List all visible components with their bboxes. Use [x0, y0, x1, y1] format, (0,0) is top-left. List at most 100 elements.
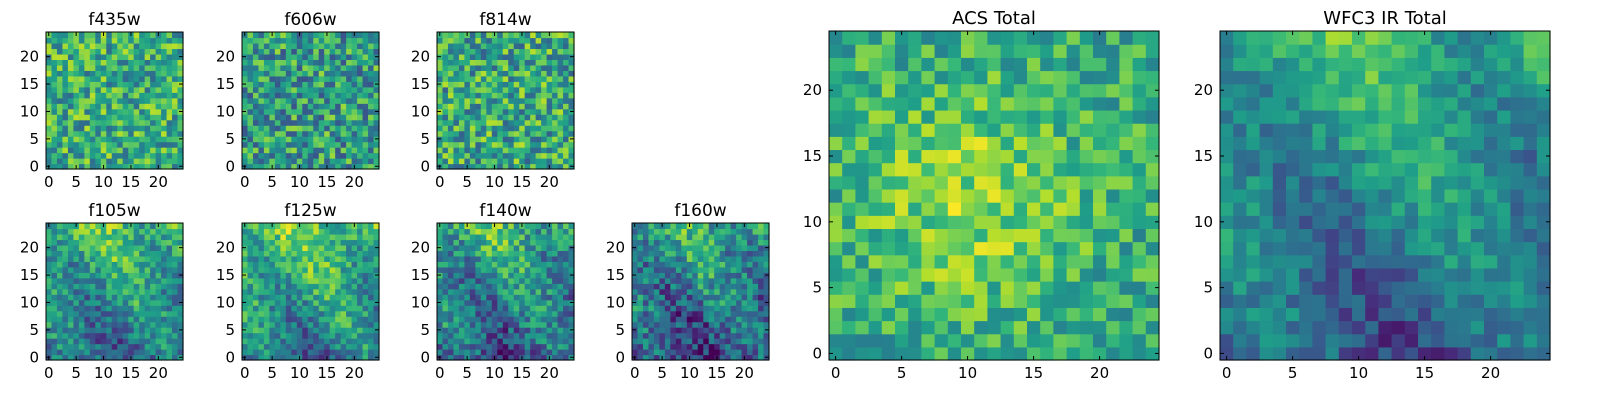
- heatmap-cell: [117, 261, 124, 268]
- heatmap-cell: [535, 250, 542, 257]
- heatmap-cell: [258, 114, 265, 121]
- heatmap-cell: [497, 103, 504, 110]
- heatmap-cell: [177, 64, 184, 71]
- heatmap-cell: [100, 288, 107, 295]
- heatmap-cell: [708, 272, 715, 279]
- heatmap-cell: [692, 244, 699, 251]
- heatmap-cell: [1000, 294, 1015, 308]
- heatmap-cell: [1145, 281, 1160, 295]
- heatmap-cell: [46, 37, 53, 44]
- heatmap-cell: [480, 239, 487, 246]
- heatmap-cell: [78, 92, 85, 99]
- heatmap-cell: [263, 70, 270, 77]
- heatmap-cell: [447, 239, 455, 246]
- heatmap-cell: [747, 338, 754, 345]
- heatmap-cell: [247, 305, 254, 312]
- heatmap-cell: [1040, 175, 1054, 190]
- heatmap-cell: [56, 92, 64, 99]
- heatmap-cell: [659, 327, 666, 334]
- heatmap-cell: [95, 288, 102, 295]
- heatmap-cell: [274, 70, 281, 77]
- heatmap-cell: [453, 86, 460, 93]
- heatmap-cell: [469, 332, 476, 339]
- heatmap-cell: [84, 108, 91, 115]
- heatmap-cell: [346, 108, 353, 115]
- heatmap-cell: [1093, 162, 1107, 177]
- heatmap-cell: [442, 316, 449, 323]
- heatmap-cell: [541, 108, 548, 115]
- heatmap-cell: [453, 327, 460, 334]
- heatmap-cell: [557, 37, 564, 44]
- heatmap-cell: [373, 92, 380, 99]
- heatmap-cell: [1106, 162, 1120, 177]
- heatmap-cell: [508, 255, 515, 262]
- heatmap-cell: [486, 294, 493, 301]
- heatmap-cell: [51, 310, 58, 317]
- heatmap-cell: [513, 86, 520, 93]
- heatmap-cell: [46, 158, 53, 165]
- heatmap-cell: [89, 37, 96, 44]
- heatmap-cell: [530, 299, 537, 306]
- heatmap-cell: [747, 354, 754, 361]
- heatmap-cell: [139, 354, 146, 361]
- heatmap-cell: [437, 233, 444, 241]
- heatmap-cell: [681, 332, 688, 339]
- axes-frame: [631, 222, 770, 361]
- heatmap-cell: [447, 266, 455, 273]
- heatmap-cell: [1027, 254, 1041, 269]
- heatmap-cell: [150, 141, 157, 148]
- heatmap-cell: [128, 42, 135, 50]
- heatmap-cell: [480, 228, 487, 235]
- heatmap-cell: [458, 338, 465, 345]
- heatmap-cell: [335, 288, 342, 295]
- heatmap-cell: [546, 136, 553, 143]
- heatmap-cell: [557, 32, 564, 39]
- heatmap-cell: [106, 152, 113, 159]
- heatmap-cell: [708, 283, 715, 290]
- heatmap-cell: [546, 316, 553, 323]
- heatmap-cell: [133, 223, 140, 230]
- heatmap-cell: [447, 119, 455, 126]
- heatmap-cell: [166, 288, 173, 295]
- heatmap-cell: [659, 239, 666, 246]
- heatmap-cell: [280, 233, 287, 241]
- heatmap-cell: [106, 299, 113, 306]
- heatmap-cell: [524, 103, 531, 110]
- heatmap-cell: [252, 42, 260, 50]
- heatmap-cell: [133, 75, 140, 82]
- heatmap-cell: [133, 272, 140, 279]
- heatmap-cell: [881, 346, 896, 361]
- heatmap-cell: [368, 119, 375, 126]
- heatmap-cell: [475, 136, 482, 143]
- heatmap-cell: [464, 86, 471, 93]
- heatmap-cell: [546, 92, 553, 99]
- heatmap-cell: [78, 277, 85, 284]
- heatmap-cell: [285, 354, 292, 361]
- heatmap-cell: [519, 266, 526, 273]
- heatmap-cell: [139, 70, 146, 77]
- heatmap-cell: [263, 108, 270, 115]
- heatmap-cell: [302, 261, 309, 268]
- heatmap-cell: [947, 254, 962, 269]
- panel-title: f105w: [88, 201, 140, 221]
- heatmap-cell: [373, 64, 380, 71]
- heatmap-cell: [648, 223, 655, 230]
- heatmap-cell: [557, 266, 564, 273]
- heatmap-cell: [139, 305, 146, 312]
- heatmap-cell: [708, 261, 715, 268]
- heatmap-cell: [513, 158, 520, 165]
- heatmap-cell: [106, 327, 113, 334]
- heatmap-cell: [89, 255, 96, 262]
- heatmap-cell: [486, 261, 493, 268]
- heatmap-cell: [150, 299, 157, 306]
- heatmap-cell: [291, 299, 298, 306]
- heatmap-cell: [530, 152, 537, 159]
- heatmap-cell: [480, 310, 487, 317]
- heatmap-cell: [1079, 281, 1094, 295]
- heatmap-cell: [340, 103, 347, 110]
- heatmap-cell: [84, 255, 91, 262]
- heatmap-cell: [252, 343, 260, 350]
- heatmap-cell: [368, 244, 375, 251]
- heatmap-cell: [464, 141, 471, 148]
